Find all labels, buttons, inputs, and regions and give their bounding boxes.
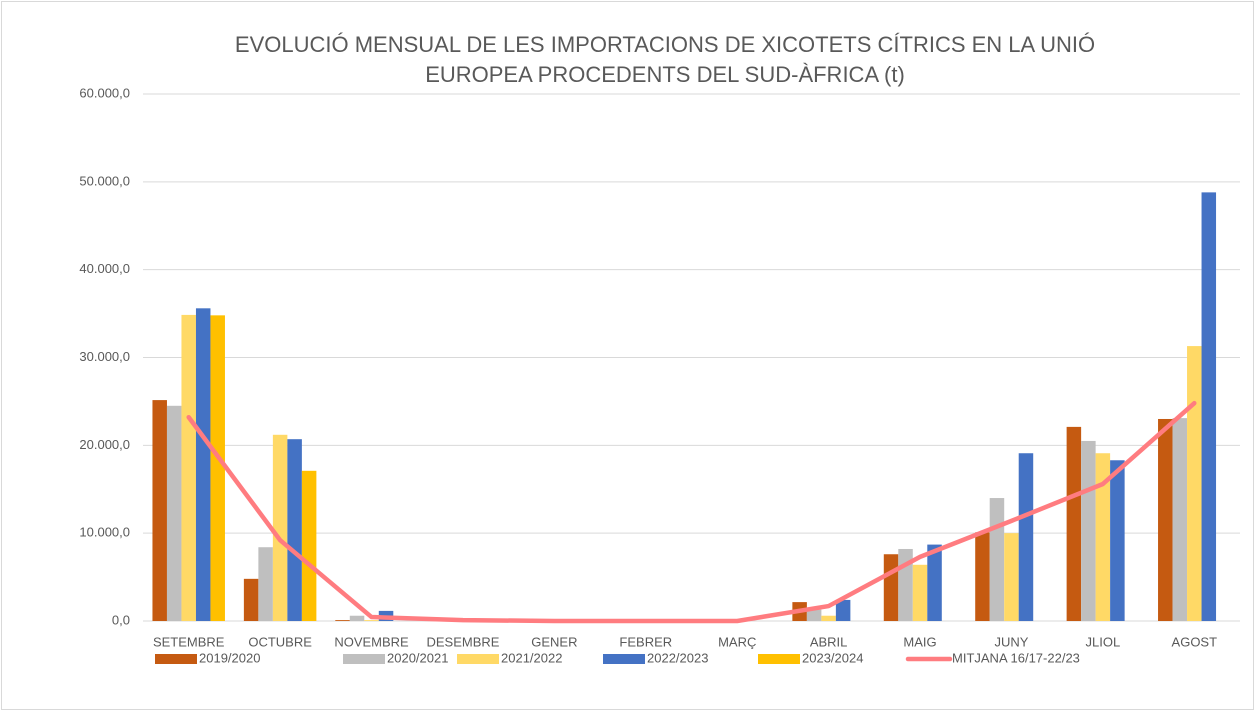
y-tick-label: 50.000,0 [79,173,130,188]
bar [1172,418,1188,621]
bar [883,554,899,621]
bar [301,470,317,621]
chart-title: EVOLUCIÓ MENSUAL DE LES IMPORTACIONS DE … [235,32,1095,57]
bar [1095,453,1111,621]
legend-swatch [603,654,645,664]
bar [912,564,928,621]
bar [243,578,259,621]
bar [989,498,1005,621]
bar [1004,533,1019,621]
y-tick-label: 10.000,0 [79,525,130,540]
legend-label: MITJANA 16/17-22/23 [952,650,1080,665]
x-tick-label: DESEMBRE [426,634,499,649]
bar [349,615,365,621]
bar [364,620,379,621]
bar [287,439,302,621]
bar [258,547,273,621]
bar [1018,453,1034,621]
legend-label: 2021/2022 [501,650,562,665]
bar [1066,426,1082,621]
x-tick-label: OCTUBRE [248,634,312,649]
legend-label: 2023/2024 [802,650,863,665]
bar [821,615,836,621]
bar [1110,460,1125,621]
legend-swatch [343,654,385,664]
y-tick-label: 20.000,0 [79,437,130,452]
legend-label: 2019/2020 [199,650,260,665]
y-tick-label: 60.000,0 [79,85,130,100]
bar [335,620,350,621]
bar [195,308,211,621]
bar [927,544,942,621]
bar [181,314,196,621]
bar [1187,346,1202,621]
bar [1201,192,1217,621]
y-tick-label: 40.000,0 [79,261,130,276]
bar [210,315,225,621]
line [186,400,1197,624]
x-tick-label: MARÇ [718,634,756,649]
legend-label: 2022/2023 [647,650,708,665]
x-tick-label: SETEMBRE [153,634,225,649]
x-tick-label: NOVEMBRE [334,634,409,649]
bar [152,400,167,621]
bar [166,405,182,621]
y-tick-label: 30.000,0 [79,349,130,364]
x-tick-label: JUNY [994,634,1028,649]
legend-swatch [155,654,197,664]
bar [806,609,822,621]
x-tick-label: AGOST [1172,634,1218,649]
bar [1158,418,1173,621]
legend-swatch [457,654,499,664]
x-tick-label: JLIOL [1086,634,1121,649]
x-tick-label: MAIG [903,634,936,649]
bar [1081,440,1096,621]
bar [835,599,851,621]
x-tick-label: ABRIL [810,634,848,649]
x-tick-label: GENER [531,634,577,649]
x-tick-label: FEBRER [619,634,672,649]
bar [272,434,288,621]
bar [975,532,990,621]
legend-label: 2020/2021 [387,650,448,665]
chart-title: EUROPEA PROCEDENTS DEL SUD-ÀFRICA (t) [425,62,905,87]
legend-swatch [758,654,800,664]
y-tick-label: 0,0 [112,612,130,627]
